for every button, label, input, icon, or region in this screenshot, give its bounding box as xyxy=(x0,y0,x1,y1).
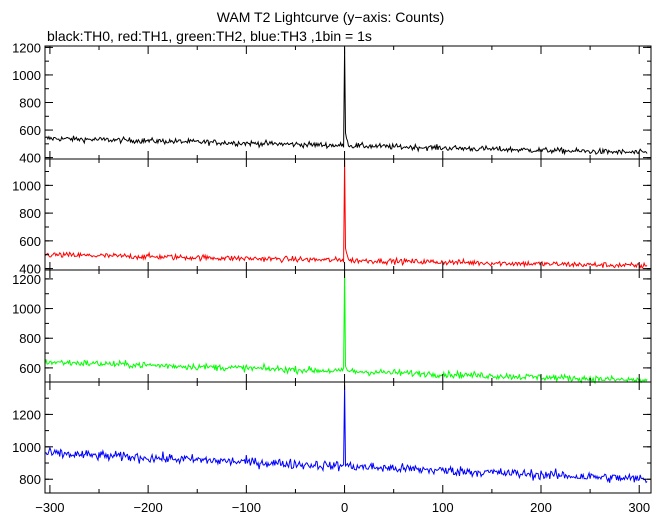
x-tick-label-2: −100 xyxy=(232,500,261,515)
y-tick-label-0-4: 1200 xyxy=(12,40,41,55)
x-tick-label-3: 0 xyxy=(341,500,348,515)
series-line-3 xyxy=(44,385,648,484)
y-tick-label-3-2: 1200 xyxy=(12,407,41,422)
y-tick-label-2-1: 800 xyxy=(19,331,41,346)
y-tick-label-3-1: 1000 xyxy=(12,440,41,455)
x-tick-label-1: −200 xyxy=(133,500,162,515)
y-tick-label-2-3: 1200 xyxy=(12,272,41,287)
y-tick-label-0-1: 600 xyxy=(19,123,41,138)
legend-subtitle: black:TH0, red:TH1, green:TH2, blue:TH3 … xyxy=(47,28,372,44)
y-tick-label-2-2: 1000 xyxy=(12,302,41,317)
panel-frame-3 xyxy=(44,381,652,494)
x-tick-label-5: 200 xyxy=(530,500,552,515)
series-line-2 xyxy=(44,271,648,385)
y-tick-label-0-0: 400 xyxy=(19,151,41,166)
x-tick-label-0: −300 xyxy=(35,500,64,515)
y-tick-label-2-0: 600 xyxy=(19,361,41,376)
y-tick-label-1-2: 800 xyxy=(19,206,41,221)
chart-title: WAM T2 Lightcurve (y−axis: Counts) xyxy=(216,9,445,25)
y-tick-label-0-2: 800 xyxy=(19,96,41,111)
panel-frame-1 xyxy=(44,158,652,271)
y-tick-label-1-3: 1000 xyxy=(12,178,41,193)
y-tick-label-1-0: 400 xyxy=(19,262,41,277)
x-tick-label-4: 100 xyxy=(432,500,454,515)
series-line-1 xyxy=(44,160,648,270)
series-line-0 xyxy=(44,47,648,156)
y-tick-label-1-1: 600 xyxy=(19,234,41,249)
y-tick-label-0-3: 1000 xyxy=(12,68,41,83)
y-tick-label-3-0: 800 xyxy=(19,472,41,487)
x-tick-label-6: 300 xyxy=(628,500,650,515)
